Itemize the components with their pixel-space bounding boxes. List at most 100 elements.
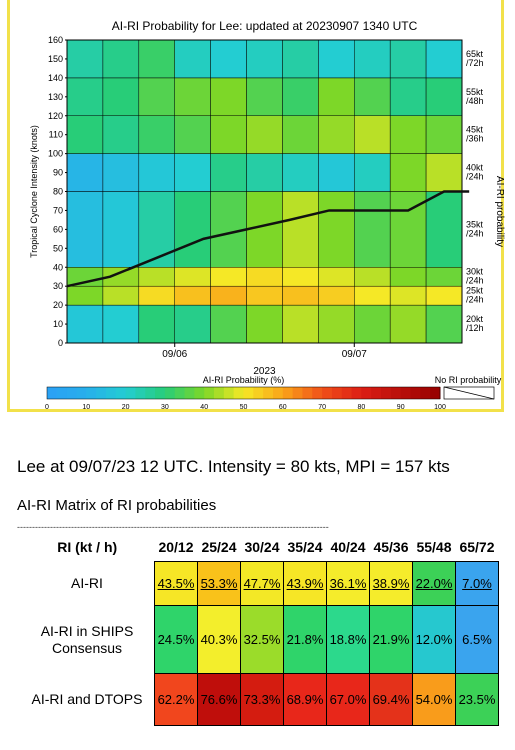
heatmap-cell [246,191,283,268]
row-label: 55kt [466,87,484,97]
y-tick-label: 50 [53,243,63,253]
matrix-cell-value[interactable]: 43.9% [286,576,324,591]
heatmap-cell [174,191,211,268]
heatmap-cell [282,191,319,268]
matrix-cell: 76.6% [197,673,241,726]
heatmap-cell [246,304,283,344]
heatmap-cell [210,115,247,154]
matrix-cell: 62.2% [154,673,198,726]
heatmap-cell [425,153,463,192]
matrix-cell-value[interactable]: 53.3% [200,576,238,591]
colorbar-segment [361,387,372,399]
y-tick-label: 140 [48,73,63,83]
matrix-cell: 24.5% [154,605,198,674]
matrix-cell-value[interactable]: 7.0% [462,576,492,591]
matrix-cell: 47.7% [240,561,284,606]
heatmap-cell [318,153,355,192]
heatmap-cell [210,191,247,268]
heatmap-cell [318,267,355,287]
matrix-cell-value: 67.0% [329,692,367,707]
colorbar-label: AI-RI Probability (%) [203,375,285,385]
colorbar-tick-label: 100 [434,404,446,411]
colorbar-segment [145,387,156,399]
matrix-column-header: 25/24 [201,539,237,555]
matrix-cell-value: 21.8% [286,632,324,647]
matrix-cell-value: 73.3% [243,692,281,707]
intensity-line [66,190,470,288]
row-label: /24h [466,276,484,286]
storm-summary: Lee at 09/07/23 12 UTC. Intensity = 80 k… [17,457,450,476]
y-tick-label: 110 [49,130,63,140]
matrix-row-label: AI-RI [71,575,103,591]
heatmap-cell [282,115,319,154]
heatmap-cell [425,285,463,306]
heatmap-cell [282,267,319,287]
colorbar-segment [155,387,166,399]
heatmap-cell [210,77,247,116]
y-tick-label: 10 [53,319,63,329]
colorbar-tick-label: 20 [122,404,130,411]
colorbar-segment [420,387,431,399]
colorbar-segment [282,387,294,399]
no-ri-swatch-diagonal [443,386,495,400]
heatmap-cell [389,115,427,154]
y-tick-label: 100 [48,149,63,159]
heatmap-cell [354,115,391,154]
matrix-column-header: 40/24 [330,539,366,555]
colorbar-segment [430,387,441,399]
colorbar-segment [135,387,146,399]
colorbar-segment [86,387,97,399]
colorbar-segment [331,387,343,399]
y-tick-label: 80 [53,187,63,197]
matrix-cell: 32.5% [240,605,284,674]
row-label: /24h [466,295,484,305]
matrix-cell-value[interactable]: 38.9% [372,576,410,591]
matrix-cell: 6.5% [455,605,499,674]
row-label: 40kt [466,163,484,173]
colorbar-segment [341,387,353,399]
matrix-cell-value[interactable]: 36.1% [329,576,367,591]
colorbar-segment [390,387,402,399]
colorbar-segment [56,387,68,399]
heatmap-cell [425,77,463,116]
matrix-cell: 36.1% [326,561,370,606]
heatmap-cell [66,39,104,79]
heatmap-cell [102,115,140,154]
heatmap-cell [246,285,283,306]
matrix-cell-value: 12.0% [415,632,453,647]
colorbar-segment [410,387,421,399]
heatmap-cell [318,77,355,116]
heatmap-cell [318,191,355,268]
row-label: 45kt [466,125,484,135]
row-label: 35kt [466,219,484,229]
heatmap-cell [102,191,140,268]
heatmap-cell [174,267,211,287]
matrix-cell-value: 69.4% [372,692,410,707]
heatmap-cell [210,304,247,344]
matrix-cell: 22.0% [412,561,456,606]
ri-matrix-table: RI (kt / h) 20/12 25/24 30/24 35/24 40/24 45/… [20,533,499,726]
matrix-column-header: 35/24 [287,539,323,555]
matrix-row: AI-RI in SHIPS Consensus 24.5% 40.3% 32.5% 2… [20,605,499,674]
y-tick-label: 120 [48,111,63,121]
colorbar-segment [184,387,195,399]
colorbar-segment [105,387,117,399]
matrix-cell-value[interactable]: 47.7% [243,576,281,591]
heatmap-cell [425,304,463,344]
matrix-cell-value[interactable]: 22.0% [415,576,453,591]
matrix-cell: 40.3% [197,605,241,674]
matrix-row: AI-RI and DTOPS 62.2% 76.6% 73.3% 68.9% 67.0%… [20,673,499,726]
matrix-cell-value: 68.9% [286,692,324,707]
row-label: 25kt [466,286,484,296]
colorbar-tick-label: 80 [358,404,366,411]
colorbar-segment [381,387,392,399]
matrix-cell: 53.3% [197,561,241,606]
y-tick-label: 30 [53,281,63,291]
colorbar-segment [292,387,303,399]
heatmap-cell [354,304,391,344]
colorbar-segment [371,387,382,399]
colorbar-segment [125,387,136,399]
heatmap-cell [66,191,104,268]
heatmap-cell [246,115,283,154]
matrix-cell-value[interactable]: 43.5% [157,576,195,591]
